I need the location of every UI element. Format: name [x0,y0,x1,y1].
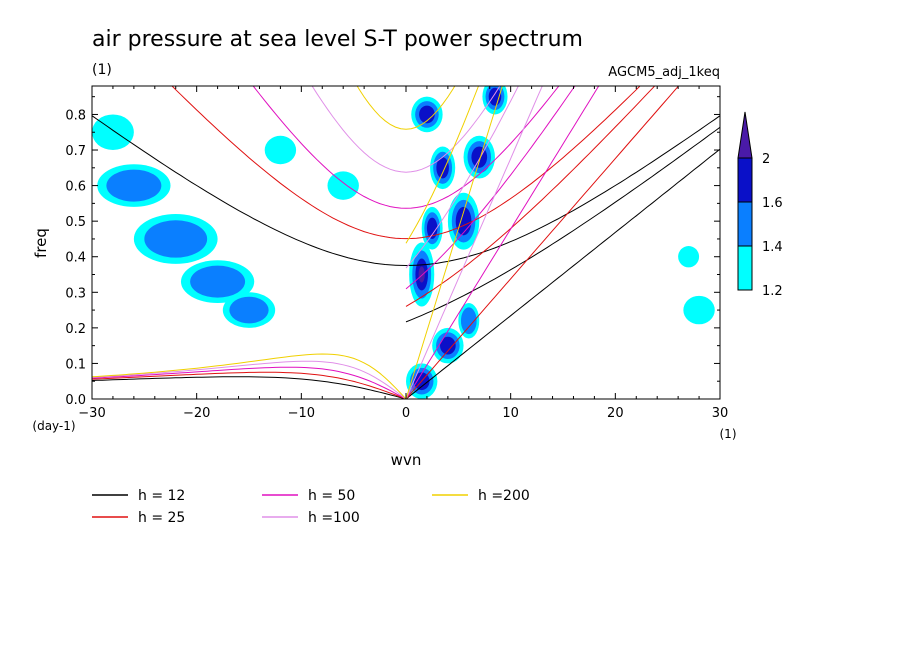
chart-title: air pressure at sea level S-T power spec… [92,27,583,52]
y-tick-label: 0.7 [65,144,86,159]
colorbar-label: 2 [762,152,770,167]
colorbar-segment [737,157,753,203]
dispersion-curve [311,86,501,173]
heat-region-outer [683,295,715,325]
x-unit-label: (1) [720,427,737,441]
heat-region-outer [678,246,700,268]
dispersion-curve [405,86,600,399]
dispersion-curve [92,360,407,399]
dispersion-curve [405,86,680,399]
x-tick-label: 10 [502,406,519,421]
dispersion-curve [92,376,407,399]
heat-region-core [106,169,162,202]
heat-region-core [229,296,269,324]
colorbar: 2 1.6 1.4 1.2 [737,111,783,299]
heat-region-core [436,157,449,179]
dispersion-curve [405,86,503,399]
y-tick-label: 0.4 [65,251,86,266]
plot-frame [91,85,721,400]
dispersion-curve [405,86,480,244]
dispersion-curve [171,86,641,240]
legend: h = 12 h = 25 h = 50 h =100 h =200 [92,488,530,526]
heat-region-core [144,220,208,258]
heat-region-outer [264,135,297,165]
dispersion-curves [92,86,720,399]
dispersion-curve [405,148,720,399]
colorbar-segment [737,245,753,291]
x-tick-label: 30 [712,406,729,421]
colorbar-segment [737,201,753,247]
x-tick-label: 0 [402,406,410,421]
legend-label: h = 25 [138,510,185,526]
legend-label: h = 50 [308,488,355,504]
y-tick-label: 0.8 [65,108,86,123]
dispersion-curve [92,115,720,267]
dispersion-curve [252,86,560,209]
x-tick-label: −20 [183,406,210,421]
x-tick-label: −30 [78,406,105,421]
heat-region-core [419,105,435,124]
x-tick-label: 20 [607,406,624,421]
dispersion-curve [92,366,407,399]
dispersion-curve [405,86,543,399]
y-tick-label: 0.0 [65,393,86,408]
colorbar-label: 1.6 [762,196,783,211]
chart-subtitle-left: (1) [92,62,112,78]
legend-label: h =200 [478,488,530,504]
y-tick-label: 0.5 [65,215,86,230]
heat-region-core [460,307,477,335]
x-tick-label: −10 [288,406,315,421]
dispersion-curve [92,371,407,399]
colorbar-label: 1.4 [762,240,783,255]
y-unit-label: (day-1) [32,419,75,433]
x-axis-label: wvn [391,451,422,469]
heat-region-core [440,336,456,355]
y-tick-label: 0.1 [65,357,86,372]
chart-subtitle-right: AGCM5_adj_1keq [608,65,720,80]
axes: −30 −20 −10 0 10 20 30 0.0 0.1 0.2 0.3 0.4 0.5 0.6 0.7… [65,86,728,421]
legend-label: h = 12 [138,488,185,504]
dispersion-curve [405,86,519,269]
y-axis-label: freq [32,228,50,258]
y-tick-label: 0.3 [65,286,86,301]
legend-label: h =100 [308,510,360,526]
dispersion-curve [405,126,720,323]
dispersion-curve [356,86,456,130]
colorbar-arrow [737,111,753,159]
heat-region-core [418,266,425,283]
heat-region-core [426,217,438,239]
heat-region-outer [327,171,359,200]
y-tick-label: 0.6 [65,180,86,195]
colorbar-label: 1.2 [762,284,783,299]
heat-region-core [190,265,246,298]
dispersion-curve [92,353,407,399]
dispersion-curve [405,86,656,307]
y-tick-label: 0.2 [65,322,86,337]
dispersion-curve [405,86,576,290]
